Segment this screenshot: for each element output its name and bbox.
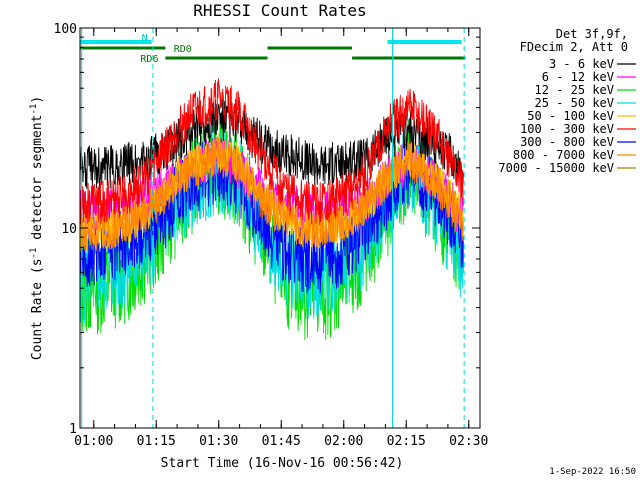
plot-axes: 1 10 100 01:00 01:15 01:30 01:45 02:00 02:15 02:3… [54, 22, 489, 449]
legend-entry-label-3: 25 - 50 keV [535, 96, 614, 110]
y-axis-label: Count Rate (s-1 detector segment-1) [29, 96, 45, 360]
legend-entry-label-6: 300 - 800 keV [520, 135, 614, 149]
legend-header-1: FDecim 2, Att 0 [520, 40, 628, 54]
y-label-sup2: -1 [29, 104, 39, 115]
x-tick-label-0: 01:00 [74, 434, 113, 449]
legend-entry-label-4: 50 - 100 keV [527, 109, 614, 123]
green-state-label-1: RD6 [140, 54, 158, 65]
legend-header-0: Det 3f,9f, [556, 27, 628, 41]
legend-entry-label-2: 12 - 25 keV [535, 83, 614, 97]
y-label-main: Count Rate (s [30, 258, 45, 360]
x-tick-label-6: 02:30 [449, 434, 488, 449]
y-label-end: ) [30, 96, 45, 104]
y-tick-label-2: 100 [54, 22, 77, 37]
series-100-300-kev [79, 78, 464, 226]
series-800-7000-kev [79, 137, 464, 251]
y-tick-label-1: 10 [61, 222, 77, 237]
legend-entry-label-1: 6 - 12 keV [542, 70, 614, 84]
chart-title: RHESSI Count Rates [193, 1, 366, 20]
legend-entry-label-5: 100 - 300 keV [520, 122, 614, 136]
x-tick-label-1: 01:15 [137, 434, 176, 449]
footer-date-stamp: 1-Sep-2022 16:50 [549, 467, 636, 477]
x-axis-label: Start Time (16-Nov-16 00:56:42) [161, 456, 404, 471]
x-tick-label-2: 01:30 [199, 434, 238, 449]
y-label-mid: detector segment [30, 115, 45, 248]
cyan-state-label-0: N [142, 33, 148, 44]
legend-entry-label-8: 7000 - 15000 keV [498, 161, 614, 175]
y-tick-label-0: 1 [69, 422, 77, 437]
x-tick-label-4: 02:00 [324, 434, 363, 449]
series-layer [79, 78, 464, 341]
x-tick-label-3: 01:45 [262, 434, 301, 449]
x-tick-label-5: 02:15 [387, 434, 426, 449]
legend-entry-label-7: 800 - 7000 keV [513, 148, 614, 162]
legend-entry-label-0: 3 - 6 keV [549, 57, 614, 71]
attenuator-state-bars: N RD0 RD6 [80, 33, 466, 65]
y-label-sup1: -1 [29, 248, 39, 259]
green-state-label-0: RD0 [174, 44, 192, 55]
